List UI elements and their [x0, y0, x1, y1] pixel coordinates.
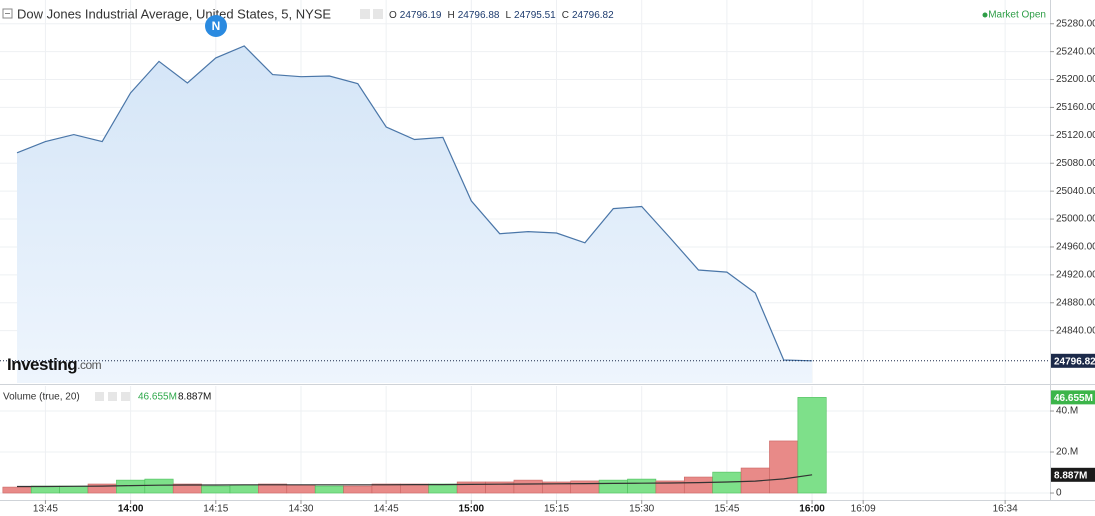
volume-bar	[116, 479, 146, 494]
y-tick-label: 25080.00	[1056, 158, 1095, 169]
ohlc-value: 24796.82	[572, 10, 614, 21]
volume-bar	[598, 479, 628, 494]
ohlc-key: C	[562, 10, 569, 21]
y-tick-label: 24920.00	[1056, 270, 1095, 281]
volume-ma-line	[17, 474, 813, 488]
x-tick-label: 15:30	[629, 504, 654, 515]
volume-bar	[229, 484, 259, 494]
watermark-suffix: .com	[77, 358, 102, 372]
y-tick-label: 25200.00	[1056, 74, 1095, 85]
ohlc-legend: O 24796.19 H 24796.88 L 24795.51 C 24796.82	[389, 10, 614, 21]
x-tick-label: 15:45	[714, 504, 739, 515]
status-dot	[982, 12, 988, 18]
settings-icon[interactable]	[360, 9, 370, 19]
x-tick-label: 14:30	[288, 504, 313, 515]
volume-last-label: 46.655M	[1054, 393, 1093, 404]
ohlc-key: L	[505, 10, 511, 21]
y-tick-label: 25000.00	[1056, 214, 1095, 225]
volume-legend-value: 46.655M	[138, 392, 177, 403]
volume-last-box	[1051, 390, 1095, 405]
ohlc-value: 24795.51	[514, 10, 556, 21]
price-area	[17, 46, 813, 383]
volume-bar	[428, 483, 458, 494]
plot-layer	[0, 45, 1050, 494]
x-tick-label: 14:00	[118, 504, 144, 515]
volume-bar	[683, 476, 713, 494]
volume-bar	[286, 484, 316, 494]
y-tick-label: 25040.00	[1056, 186, 1095, 197]
y-tick-label: 25280.00	[1056, 18, 1095, 29]
y-tick-label: 40.M	[1056, 406, 1078, 417]
volume-bar	[769, 440, 799, 494]
volume-bar	[144, 478, 174, 494]
last-price-box	[1051, 353, 1095, 368]
x-tick-label: 16:00	[799, 504, 825, 515]
volume-bar	[343, 485, 373, 494]
watermark: Investing.com	[7, 355, 102, 374]
ma-last-box	[1051, 467, 1095, 482]
price-line	[16, 45, 813, 362]
volume-settings-icon[interactable]	[108, 392, 117, 401]
x-tick-label: 16:34	[993, 504, 1018, 515]
ohlc-key: O	[389, 10, 397, 21]
x-tick-label: 14:45	[374, 504, 399, 515]
volume-bar	[314, 485, 344, 494]
ohlc-key: H	[448, 10, 455, 21]
volume-close-icon[interactable]	[121, 392, 130, 401]
x-tick-label: 16:09	[851, 504, 876, 515]
ohlc-value: 24796.19	[400, 10, 442, 21]
volume-bar	[2, 486, 32, 494]
y-tick-label: 25120.00	[1056, 130, 1095, 141]
chart-title: Dow Jones Industrial Average, United Sta…	[17, 6, 331, 21]
close-icon[interactable]	[373, 9, 383, 19]
volume-bar	[201, 485, 231, 494]
x-tick-label: 13:45	[33, 504, 58, 515]
y-tick-label: 24880.00	[1056, 297, 1095, 308]
watermark-main: Investing	[7, 355, 77, 374]
y-tick-label: 24960.00	[1056, 242, 1095, 253]
y-tick-label: 25240.00	[1056, 46, 1095, 57]
volume-bar	[627, 478, 657, 494]
volume-title: Volume (true, 20)	[3, 392, 80, 403]
y-tick-label: 24840.00	[1056, 325, 1095, 336]
y-tick-label: 25160.00	[1056, 102, 1095, 113]
axis-layer: 24840.00 24880.00 24920.00 24960.00 25000.00…	[33, 18, 1095, 515]
ma-last-label: 8.887M	[1054, 470, 1087, 481]
volume-bar	[570, 480, 600, 494]
market-status: Market Open	[988, 10, 1046, 21]
volume-bar	[59, 485, 89, 494]
x-tick-label: 14:15	[203, 504, 228, 515]
volume-bar	[400, 483, 430, 494]
y-tick-label: 0	[1056, 488, 1062, 499]
news-badge-circle[interactable]	[205, 15, 227, 37]
volume-bar	[456, 481, 486, 494]
ma-legend-value: 8.887M	[178, 392, 211, 403]
volume-bar	[797, 397, 827, 494]
x-tick-label: 15:00	[459, 504, 485, 515]
collapse-icon[interactable]	[2, 8, 13, 19]
volume-bar	[30, 485, 60, 494]
x-tick-label: 15:15	[544, 504, 569, 515]
volume-visibility-icon[interactable]	[95, 392, 104, 401]
y-tick-label: 20.M	[1056, 447, 1078, 458]
volume-bar	[513, 479, 543, 494]
ohlc-value: 24796.88	[458, 10, 500, 21]
news-badge[interactable]: N	[212, 19, 221, 33]
last-price-label: 24796.82	[1054, 356, 1095, 367]
